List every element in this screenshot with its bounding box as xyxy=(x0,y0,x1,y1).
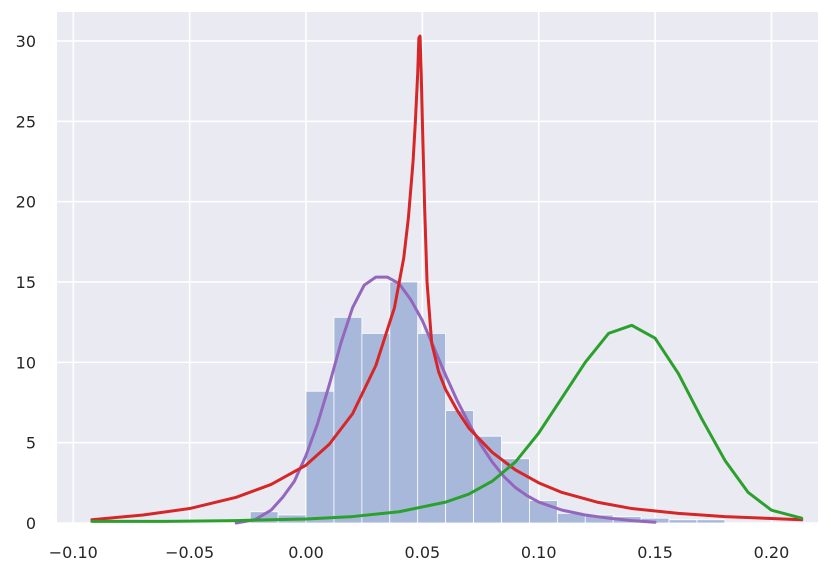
density-curves xyxy=(90,34,804,525)
y-tick-label: 20 xyxy=(16,193,36,212)
x-tick-label: −0.05 xyxy=(165,543,214,562)
y-tick-label: 5 xyxy=(26,434,36,453)
y-tick-label: 25 xyxy=(16,112,36,131)
x-tick-label: 0.05 xyxy=(405,543,441,562)
y-tick-label: 30 xyxy=(16,32,36,51)
histogram-bar xyxy=(668,519,698,524)
density-curve-0 xyxy=(234,275,657,525)
y-tick-label: 0 xyxy=(26,514,36,533)
histogram-bar xyxy=(696,519,726,524)
x-tick-label: −0.10 xyxy=(49,543,98,562)
y-tick-label: 10 xyxy=(16,353,36,372)
histogram-bar xyxy=(389,281,419,524)
y-tick-label: 15 xyxy=(16,273,36,292)
density-curve-2 xyxy=(90,323,804,523)
y-axis-tick-labels: 0 5 10 15 20 25 30 xyxy=(16,32,36,533)
x-tick-label: 0.15 xyxy=(637,543,673,562)
x-tick-label: 0.00 xyxy=(288,543,324,562)
density-curve-1 xyxy=(90,34,804,522)
x-tick-label: 0.10 xyxy=(521,543,557,562)
histogram-bar xyxy=(473,435,502,524)
x-tick-label: 0.20 xyxy=(754,543,790,562)
x-axis-tick-labels: −0.10 −0.05 0.00 0.05 0.10 0.15 0.20 xyxy=(49,543,789,562)
histogram-bar xyxy=(445,410,474,524)
